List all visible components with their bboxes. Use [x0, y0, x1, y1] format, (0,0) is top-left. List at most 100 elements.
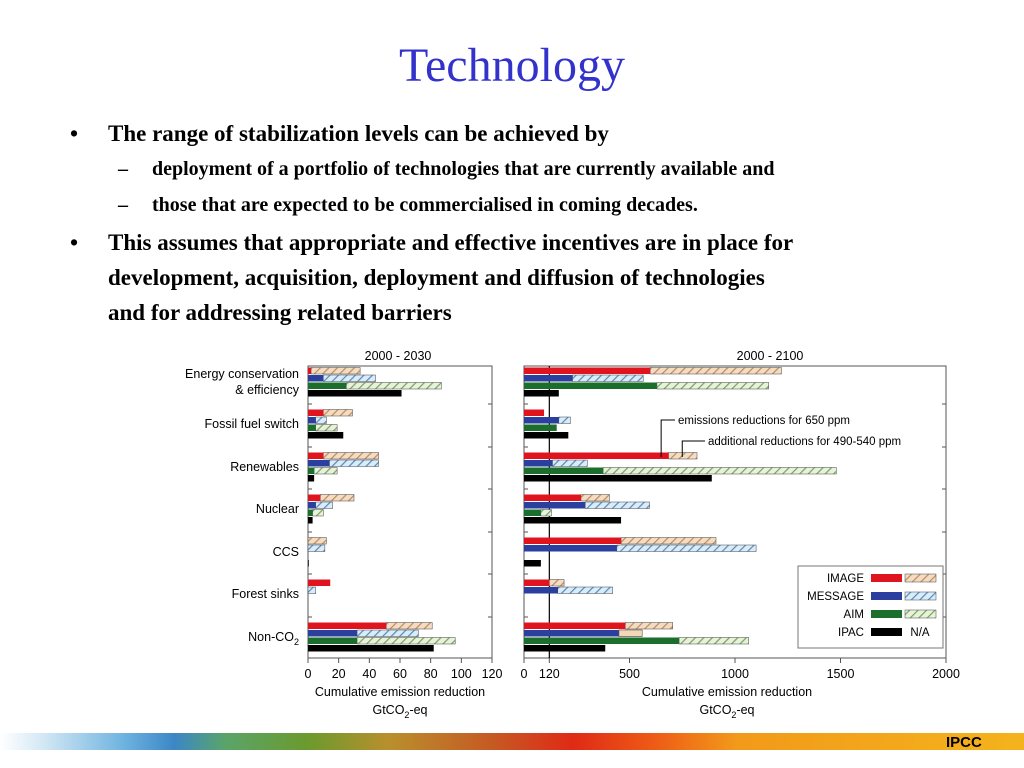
bar-solid-ipac: [308, 390, 402, 397]
bar-hatched-aim: [315, 424, 338, 432]
sub-bullet-glyph: –: [118, 158, 128, 180]
bar-solid-ipac: [524, 432, 569, 439]
bar-hatched-message: [616, 544, 757, 552]
bar-hatched-message: [572, 374, 644, 382]
bar-hatched-aim: [656, 382, 770, 390]
annotation-leader-line: [681, 440, 705, 457]
bullet-list: • The range of stabilization levels can …: [70, 116, 970, 330]
bar-solid-aim: [524, 424, 557, 431]
x-tick-label: 100: [451, 667, 472, 681]
bar-solid-message: [524, 417, 559, 424]
bar-solid-ipac: [308, 432, 344, 439]
bar-hatched-aim: [313, 467, 338, 475]
legend-swatch-solid: [871, 628, 902, 636]
bar-hatched-message: [584, 501, 650, 509]
bar-hatched-aim: [312, 509, 324, 517]
legend-swatch-hatched: [904, 591, 937, 601]
bar-solid-ipac: [524, 645, 606, 652]
bar-solid-image: [524, 452, 669, 459]
bar-hatched-message: [329, 459, 379, 467]
bullet-glyph: •: [70, 230, 79, 255]
bar-solid-message: [308, 502, 316, 509]
bar-hatched-image: [580, 494, 610, 502]
legend-label: AIM: [844, 609, 864, 621]
bar-solid-image: [524, 367, 651, 374]
bar-hatched-message: [307, 544, 326, 552]
bar-hatched-image: [620, 537, 717, 545]
sub-bullet-glyph: –: [118, 194, 128, 216]
bullet-text-block: This assumes that appropriate and effect…: [108, 225, 793, 330]
bar-solid-aim: [524, 382, 657, 389]
footer-gradient-bar: [0, 733, 1024, 750]
bar-solid-message: [524, 630, 619, 637]
bar-solid-aim: [524, 509, 541, 516]
bar-solid-ipac: [524, 390, 559, 397]
bullet-text: The range of stabilization levels can be…: [108, 121, 609, 146]
legend-swatch-solid: [871, 610, 902, 618]
bar-solid-image: [308, 494, 321, 501]
bar-solid-message: [524, 460, 553, 467]
category-label: Renewables: [230, 460, 299, 474]
bar-solid-aim: [308, 382, 347, 389]
x-tick-label: 40: [362, 667, 376, 681]
panel-title: 2000 - 2100: [737, 349, 804, 363]
bar-solid-image: [308, 622, 387, 629]
x-axis-label: Cumulative emission reduction: [315, 685, 485, 699]
x-tick-label: 2000: [932, 667, 960, 681]
bar-hatched-message-nonco2: [618, 629, 643, 637]
annotation-leader-line: [660, 419, 675, 457]
legend-na-label: N/A: [910, 627, 930, 639]
bar-hatched-image: [320, 494, 355, 502]
x-axis-label: Cumulative emission reduction: [642, 685, 812, 699]
bullet-item: • The range of stabilization levels can …: [70, 116, 970, 151]
x-tick-label: 500: [619, 667, 640, 681]
bar-solid-message: [308, 417, 316, 424]
chart-panel-2030: 2000 - 2030 0 20 40 60 80 100 120 Cumulative emi…: [305, 349, 503, 720]
bar-hatched-aim: [356, 637, 456, 645]
bar-solid-image: [308, 367, 312, 374]
bar-solid-ipac: [308, 560, 309, 567]
sub-bullet-item: – those that are expected to be commerci…: [118, 187, 970, 223]
bar-hatched-aim: [540, 509, 552, 517]
bar-solid-message: [308, 460, 330, 467]
x-tick-label: 120: [539, 667, 560, 681]
bar-solid-image: [524, 579, 550, 586]
x-tick-label: 1000: [721, 667, 749, 681]
bar-hatched-image: [649, 367, 782, 375]
bar-solid-aim: [308, 467, 315, 474]
bar-solid-image: [308, 452, 324, 459]
bar-hatched-image: [307, 537, 327, 545]
x-tick-label: 0: [305, 667, 312, 681]
annotation-label: emissions reductions for 650 ppm: [678, 415, 850, 427]
bar-solid-image: [524, 622, 626, 629]
bar-solid-message: [308, 375, 324, 382]
bar-hatched-aim: [678, 637, 749, 645]
bullet-line: and for addressing related barriers: [108, 300, 452, 325]
category-labels: Energy conservation & efficiency Fossil fu…: [185, 367, 300, 647]
legend-label: IPAC: [838, 627, 864, 639]
x-tick-label: 1500: [827, 667, 855, 681]
bar-solid-aim: [308, 637, 358, 644]
bar-hatched-image: [668, 452, 698, 460]
bar-solid-message: [524, 545, 617, 552]
chart-legend: IMAGE MESSAGE AIM IPAC N/A: [797, 565, 944, 649]
x-axis-unit: GtCO2-eq: [372, 703, 427, 720]
bar-hatched-image: [385, 622, 433, 630]
category-label: CCS: [273, 545, 299, 559]
bar-hatched-message: [315, 501, 333, 509]
bar-solid-ipac: [308, 517, 313, 524]
legend-swatch-hatched: [904, 573, 937, 583]
bar-hatched-message: [557, 586, 613, 594]
bullet-glyph: •: [70, 121, 79, 146]
bar-hatched-image: [625, 622, 674, 630]
bar-solid-ipac: [524, 560, 541, 567]
bar-solid-aim: [308, 509, 313, 516]
bar-solid-image: [524, 537, 622, 544]
x-axis-unit: GtCO2-eq: [699, 703, 754, 720]
bar-hatched-message: [558, 416, 571, 424]
bar-solid-aim: [524, 467, 604, 474]
bullet-line: This assumes that appropriate and effect…: [108, 230, 794, 255]
bar-solid-message: [524, 587, 558, 594]
bar-solid-image: [524, 494, 581, 501]
chart-annotations: emissions reductions for 650 ppm addition…: [660, 415, 901, 457]
